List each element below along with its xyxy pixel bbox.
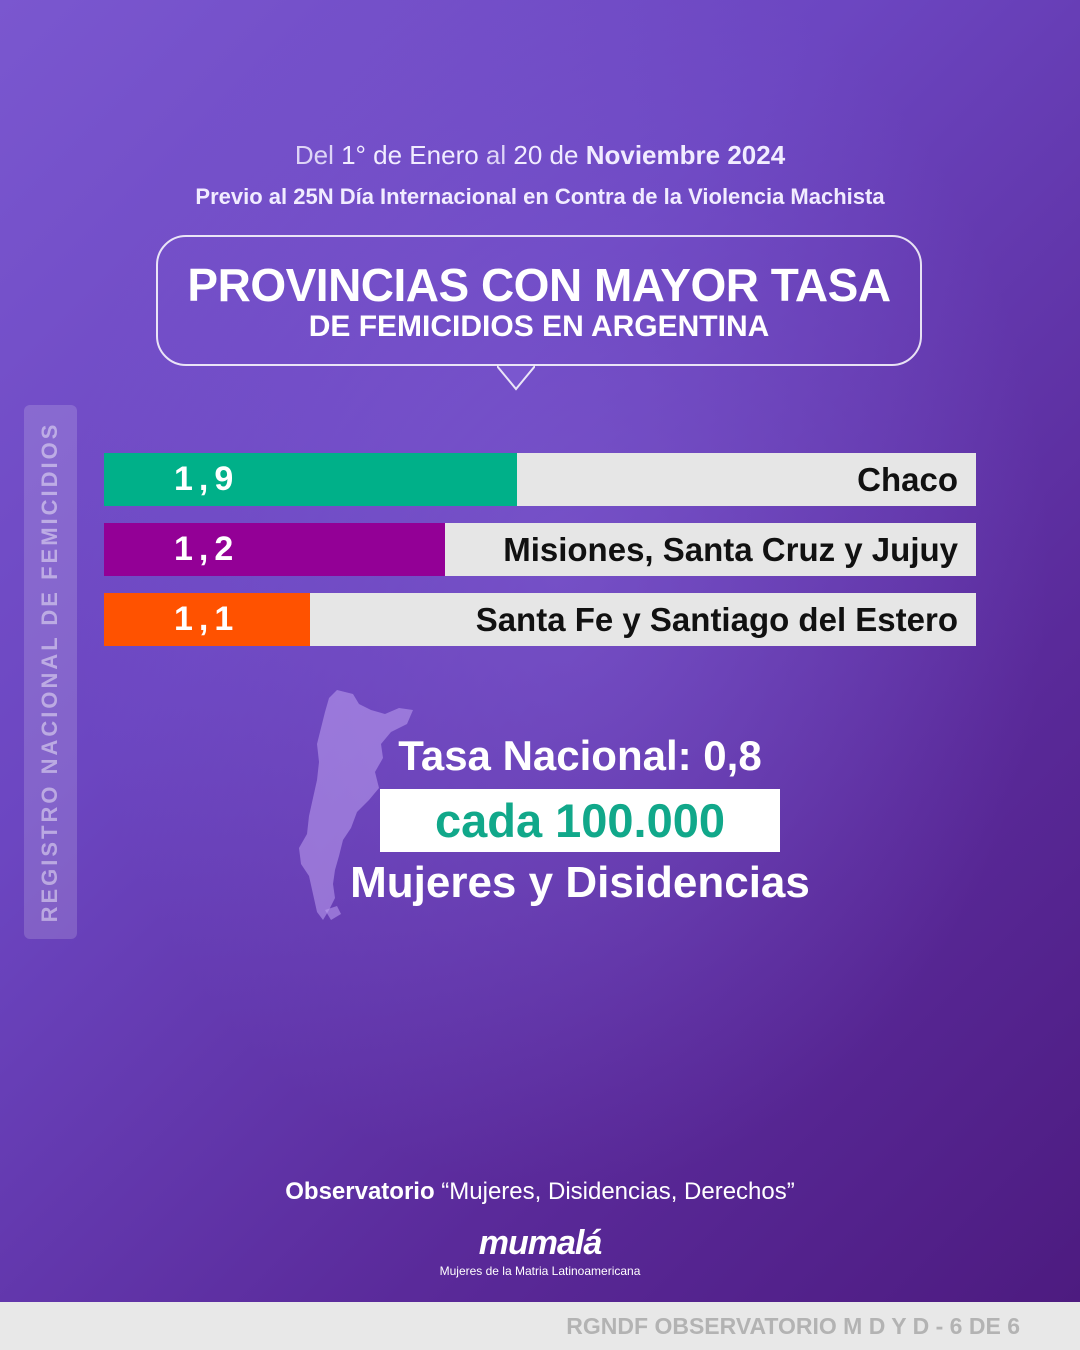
population-text: Mujeres y Disidencias bbox=[350, 858, 810, 907]
mumala-logo: mumalá bbox=[478, 1224, 603, 1262]
footer-strip-text: RGNDF OBSERVATORIO M D Y D - 6 DE 6 bbox=[566, 1313, 1020, 1339]
bar-category-label: Chaco bbox=[857, 461, 958, 498]
per-box bbox=[380, 789, 780, 852]
logo-tagline: Mujeres de la Matria Latinoamericana bbox=[439, 1264, 641, 1278]
footer-strip bbox=[0, 1302, 1080, 1350]
observatorio-rest: “Mujeres, Disidencias, Derechos” bbox=[441, 1178, 795, 1205]
date-part-1: 1° de Enero bbox=[341, 140, 479, 170]
date-prefix-2: al bbox=[485, 140, 507, 170]
argentina-map-icon bbox=[299, 690, 413, 920]
bar-row: 1,2 Misiones, Santa Cruz y Jujuy bbox=[104, 523, 976, 576]
side-tag-text: REGISTRO NACIONAL DE FEMICIDIOS bbox=[37, 421, 62, 923]
per-text: cada 100.000 bbox=[434, 794, 726, 847]
bar-value-label: 1,1 bbox=[174, 600, 240, 638]
observatorio-line: Observatorio “Mujeres, Disidencias, Dere… bbox=[0, 1178, 1080, 1206]
bar-fill bbox=[104, 523, 445, 576]
chart-title-line2: DE FEMICIDIOS EN ARGENTINA bbox=[308, 310, 770, 343]
bar-row: 1,9 Chaco bbox=[104, 453, 976, 506]
bar-row: 1,1 Santa Fe y Santiago del Estero bbox=[104, 593, 976, 646]
observatorio-bold: Observatorio bbox=[285, 1178, 435, 1205]
bubble-tail bbox=[497, 365, 535, 391]
chart-title-line1: PROVINCIAS CON MAYOR TASA bbox=[187, 259, 891, 311]
title-bubble bbox=[156, 235, 922, 366]
bar-value-label: 1,9 bbox=[174, 460, 240, 498]
bar-value-label: 1,2 bbox=[174, 530, 240, 568]
date-part-2: 20 de bbox=[513, 140, 579, 170]
date-range: Del 1° de Enero al 20 de Noviembre 2024 bbox=[0, 140, 1080, 171]
side-tag-panel bbox=[24, 405, 77, 939]
bar-fill bbox=[104, 593, 310, 646]
national-rate-title: Tasa Nacional: 0,8 bbox=[398, 732, 762, 779]
bar-category-label: Santa Fe y Santiago del Estero bbox=[475, 601, 958, 638]
date-prefix-1: Del bbox=[294, 140, 334, 170]
subtitle: Previo al 25N Día Internacional en Contr… bbox=[195, 184, 885, 209]
bar-category-label: Misiones, Santa Cruz y Jujuy bbox=[503, 531, 958, 568]
date-bold: Noviembre 2024 bbox=[585, 140, 786, 170]
bar-fill bbox=[104, 453, 517, 506]
